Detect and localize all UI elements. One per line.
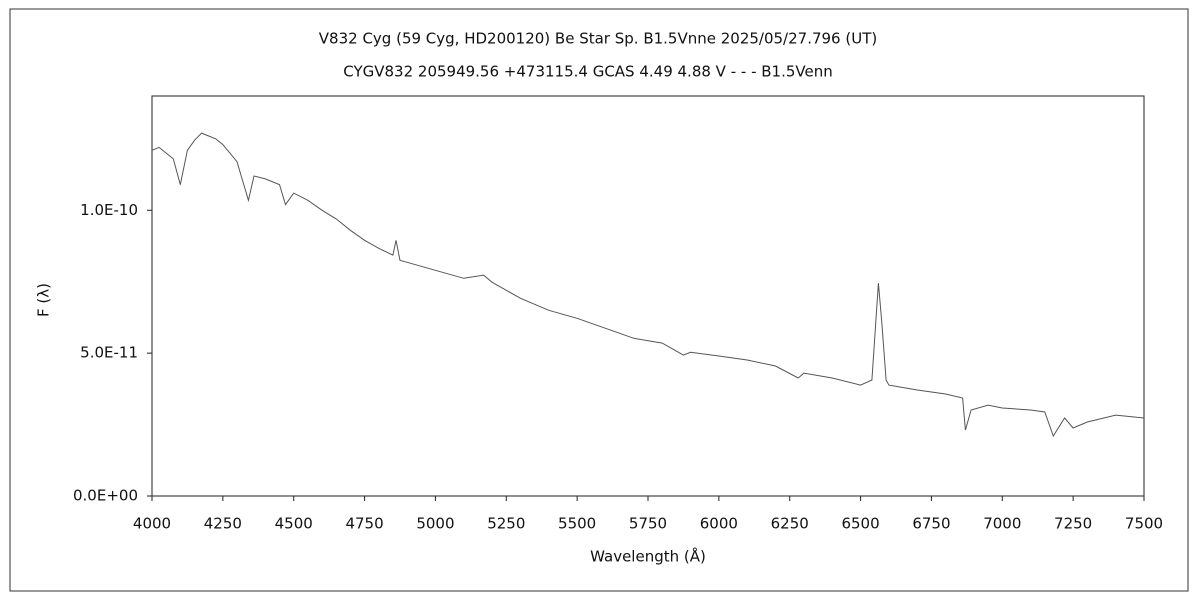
x-tick-label: 4750 — [345, 515, 383, 533]
x-tick-label: 5000 — [416, 515, 454, 533]
y-tick-label: 1.0E-10 — [80, 201, 138, 219]
y-tick-label: 0.0E+00 — [73, 487, 138, 505]
x-tick-label: 7250 — [1054, 515, 1092, 533]
x-tick-label: 6500 — [841, 515, 879, 533]
chart-title: V832 Cyg (59 Cyg, HD200120) Be Star Sp. … — [319, 30, 877, 48]
chart-subtitle: CYGV832 205949.56 +473115.4 GCAS 4.49 4.… — [343, 63, 833, 81]
x-tick-label: 7500 — [1125, 515, 1163, 533]
x-tick-label: 5500 — [558, 515, 596, 533]
x-tick-label: 7000 — [983, 515, 1021, 533]
x-tick-label: 4500 — [275, 515, 313, 533]
frame — [9, 8, 1189, 592]
x-tick-label: 6750 — [912, 515, 950, 533]
x-tick-label: 4250 — [204, 515, 242, 533]
x-axis-label: Wavelength (Å) — [590, 547, 706, 566]
y-axis-label: F (λ) — [35, 283, 53, 317]
x-tick-label: 6000 — [700, 515, 738, 533]
x-tick-label: 6250 — [771, 515, 809, 533]
x-tick-label: 5750 — [629, 515, 667, 533]
x-tick-label: 5250 — [487, 515, 525, 533]
plot-area — [151, 95, 1145, 497]
x-tick-label: 4000 — [133, 515, 171, 533]
spectrum-line — [151, 132, 1145, 438]
y-tick-label: 5.0E-11 — [80, 344, 138, 362]
